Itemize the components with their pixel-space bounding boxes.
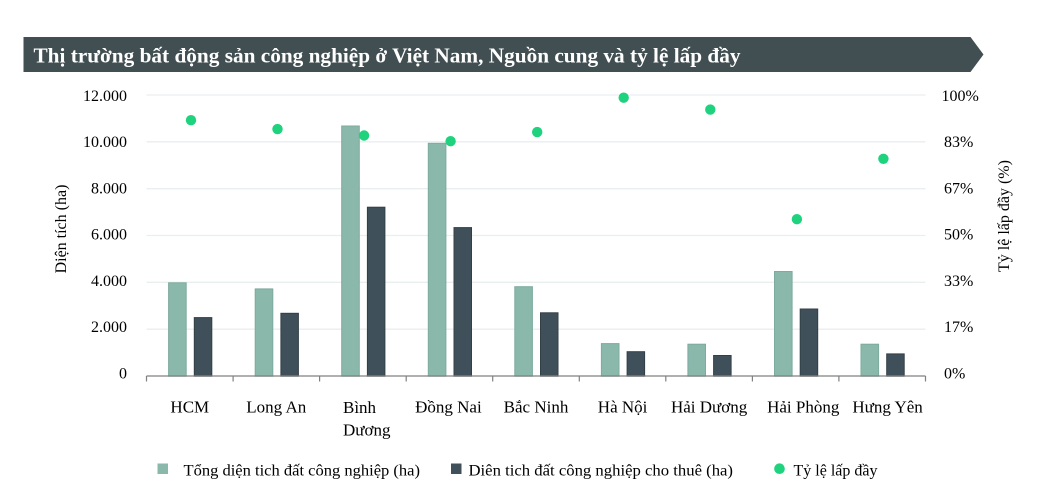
- svg-text:0%: 0%: [944, 365, 965, 382]
- svg-text:8.000: 8.000: [91, 180, 127, 197]
- svg-text:83%: 83%: [944, 134, 973, 151]
- svg-text:0: 0: [119, 365, 127, 382]
- svg-text:Tổng diện tich đất công nghiệp: Tổng diện tich đất công nghiệp (ha): [184, 463, 421, 480]
- svg-text:50%: 50%: [944, 227, 973, 244]
- svg-text:Diện tích (ha): Diện tích (ha): [53, 185, 70, 274]
- svg-text:Tỷ lệ lấp đầy: Tỷ lệ lấp đầy: [794, 463, 878, 480]
- svg-text:Hải Phòng: Hải Phòng: [767, 398, 840, 417]
- svg-text:Đồng Nai: Đồng Nai: [415, 398, 482, 417]
- svg-text:67%: 67%: [944, 180, 973, 197]
- svg-text:100%: 100%: [942, 88, 979, 105]
- svg-text:Hà Nội: Hà Nội: [598, 398, 648, 417]
- svg-text:Bắc Ninh: Bắc Ninh: [504, 398, 569, 417]
- svg-text:Long An: Long An: [246, 398, 306, 417]
- svg-text:4.000: 4.000: [91, 273, 127, 290]
- svg-text:Hải Dương: Hải Dương: [671, 398, 748, 417]
- svg-text:2.000: 2.000: [91, 319, 127, 336]
- svg-text:6.000: 6.000: [91, 227, 127, 244]
- svg-text:12.000: 12.000: [83, 88, 127, 105]
- svg-text:HCM: HCM: [170, 398, 209, 417]
- svg-text:10.000: 10.000: [83, 134, 127, 151]
- svg-text:Bình: Bình: [343, 398, 377, 417]
- svg-text:Tỷ lệ lấp đầy (%): Tỷ lệ lấp đầy (%): [996, 160, 1013, 272]
- svg-text:Diên tich đất công nghiệp cho: Diên tich đất công nghiệp cho thuê (ha): [469, 463, 734, 480]
- svg-text:Hưng Yên: Hưng Yên: [852, 398, 923, 417]
- svg-text:17%: 17%: [944, 319, 973, 336]
- svg-text:33%: 33%: [944, 273, 973, 290]
- svg-text:Dương: Dương: [343, 421, 391, 440]
- svg-text:Thị trường bất động sản công n: Thị trường bất động sản công nghiệp ở Vi…: [34, 44, 741, 68]
